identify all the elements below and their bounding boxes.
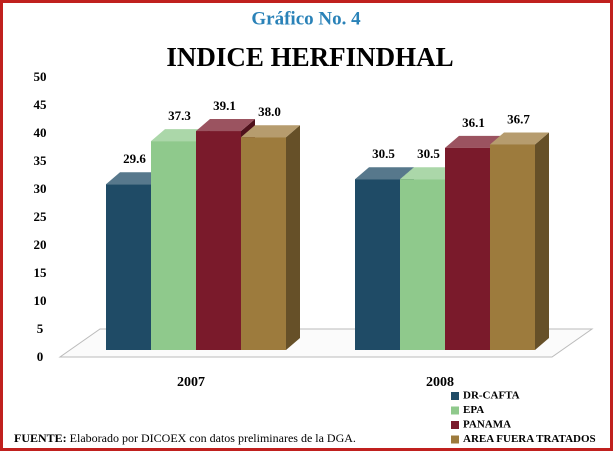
bar	[151, 141, 196, 350]
bar	[196, 131, 241, 350]
bar-top	[490, 132, 549, 145]
bar	[445, 147, 490, 350]
y-tick-label: 15	[34, 265, 48, 280]
bar-top	[106, 172, 165, 185]
bar	[400, 179, 445, 350]
legend-swatch	[451, 421, 459, 429]
bar-top	[400, 167, 459, 180]
x-tick-label: 2008	[426, 375, 454, 390]
bar-side	[286, 125, 300, 350]
data-label: 36.7	[507, 111, 530, 126]
legend-swatch	[451, 406, 459, 415]
bar-top	[151, 129, 210, 142]
data-label: 37.3	[168, 108, 191, 123]
legend-label: AREA FUERA TRATADOS	[463, 433, 596, 445]
chart-title: Gráfico No. 4	[251, 8, 361, 29]
legend-swatch	[451, 392, 459, 400]
data-label: 30.5	[417, 146, 440, 161]
bar	[355, 179, 400, 350]
y-tick-label: 20	[34, 237, 47, 252]
legend-swatch	[451, 435, 459, 444]
y-tick-label: 5	[37, 321, 44, 336]
bar	[490, 144, 535, 350]
bar	[106, 184, 151, 350]
legend-label: DR-CAFTA	[463, 390, 520, 402]
y-tick-label: 35	[34, 153, 48, 168]
bar-top	[355, 167, 414, 180]
bar-top	[196, 119, 255, 132]
y-tick-label: 0	[37, 349, 44, 364]
y-tick-label: 40	[34, 125, 47, 140]
bar-side	[535, 132, 549, 350]
y-tick-label: 10	[34, 293, 47, 308]
data-label: 39.1	[213, 98, 236, 113]
source: FUENTE: Elaborado por DICOEX con datos p…	[14, 431, 356, 445]
source-label: FUENTE:	[14, 431, 67, 445]
x-tick-label: 2007	[177, 375, 205, 390]
data-label: 38.0	[258, 104, 281, 119]
bar-top	[241, 125, 300, 138]
legend-label: PANAMA	[463, 419, 511, 431]
bar	[241, 137, 286, 350]
y-tick-label: 30	[34, 181, 47, 196]
data-label: 36.1	[462, 115, 485, 130]
data-label: 29.6	[123, 151, 146, 166]
y-tick-label: 45	[34, 97, 48, 112]
chart-subtitle: INDICE HERFINDHAL	[166, 42, 453, 72]
y-tick-label: 50	[34, 69, 47, 84]
bar-top	[445, 135, 504, 148]
source-text: Elaborado por DICOEX con datos prelimina…	[70, 431, 356, 445]
y-tick-label: 25	[34, 209, 48, 224]
data-label: 30.5	[372, 146, 395, 161]
legend-label: EPA	[463, 404, 484, 416]
